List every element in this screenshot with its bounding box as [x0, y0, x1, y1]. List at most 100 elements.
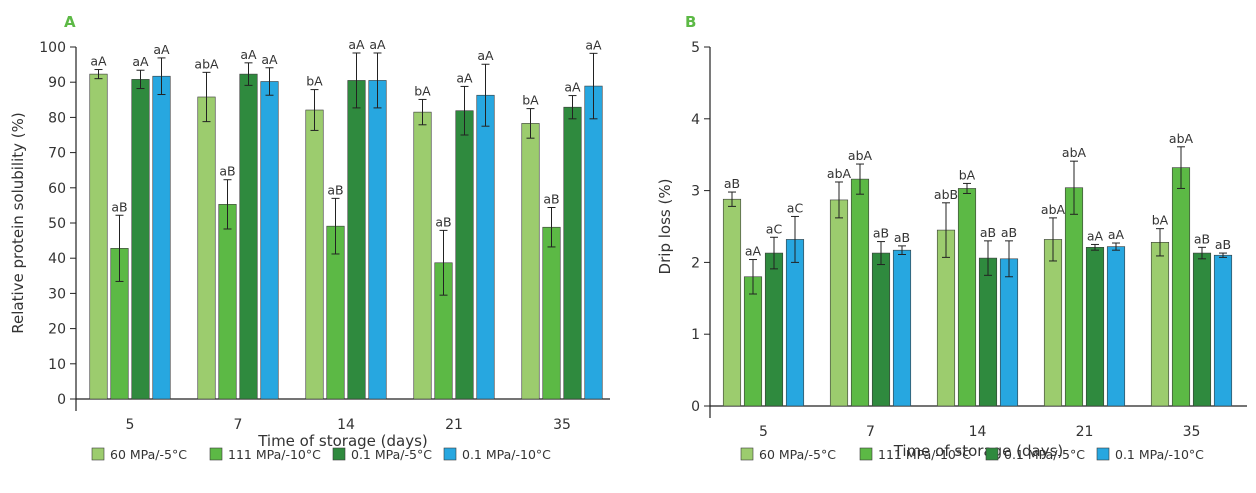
bar — [239, 73, 258, 400]
significance-label: abA — [1041, 202, 1066, 217]
bar — [957, 188, 977, 407]
bar — [542, 226, 561, 400]
y-tick-label: 70 — [48, 146, 66, 162]
bar — [260, 81, 279, 400]
legend-label: 60 MPa/-5°C — [110, 447, 187, 462]
y-tick-label: 100 — [39, 40, 66, 56]
legend-swatch — [209, 447, 223, 461]
bar — [892, 249, 912, 407]
bar — [1106, 246, 1126, 407]
y-tick-label: 50 — [48, 216, 66, 232]
significance-label: aC — [787, 200, 804, 215]
x-tick-label: 7 — [866, 424, 875, 440]
x-tick-label: 5 — [759, 424, 768, 440]
bar — [368, 80, 387, 400]
significance-label: aA — [745, 244, 762, 259]
significance-label: bA — [414, 83, 431, 98]
significance-label: bA — [959, 167, 976, 182]
significance-label: aA — [1108, 227, 1125, 242]
panel-label: A — [64, 13, 76, 31]
significance-label: bA — [306, 74, 323, 89]
bar — [785, 239, 805, 407]
y-tick-label: 90 — [48, 75, 66, 91]
legend-label: 111 MPa/-10°C — [228, 447, 321, 462]
significance-label: aA — [261, 52, 278, 67]
legend-label: 0.1 MPa/-5°C — [351, 447, 432, 462]
y-axis-label: Relative protein solubility (%) — [9, 112, 27, 334]
significance-label: aA — [369, 37, 386, 52]
legend-label: 111 MPa/-10°C — [878, 447, 971, 462]
bar — [563, 106, 582, 400]
significance-label: bA — [522, 93, 539, 108]
bar — [455, 110, 474, 400]
bar — [1064, 187, 1084, 407]
x-tick-label: 14 — [337, 417, 355, 433]
bar — [152, 75, 171, 400]
x-tick-label: 35 — [553, 417, 571, 433]
bar — [1150, 241, 1170, 407]
legend-swatch — [740, 447, 754, 461]
bar — [850, 178, 870, 407]
bar — [305, 109, 324, 400]
bar — [347, 80, 366, 400]
significance-label: aB — [219, 164, 235, 179]
y-tick-label: 10 — [48, 357, 66, 373]
x-axis-label: Time of storage (days) — [257, 432, 428, 450]
bar — [197, 96, 216, 400]
significance-label: abA — [827, 166, 852, 181]
legend-swatch — [1096, 447, 1110, 461]
y-tick-label: 20 — [48, 322, 66, 338]
bar — [1213, 254, 1233, 407]
legend-swatch — [985, 447, 999, 461]
significance-label: aB — [724, 176, 740, 191]
bar — [999, 258, 1019, 407]
bar — [131, 79, 150, 400]
legend: 60 MPa/-5°C 111 MPa/-10°C 0.1 MPa/-5°C 0.1 … — [91, 447, 551, 462]
bar — [871, 252, 891, 407]
significance-label: abA — [194, 56, 219, 71]
bar — [978, 257, 998, 407]
significance-label: abA — [848, 148, 873, 163]
significance-label: aB — [1194, 231, 1210, 246]
x-tick-label: 7 — [234, 417, 243, 433]
significance-label: aA — [564, 80, 581, 95]
significance-label: aB — [1001, 225, 1017, 240]
significance-label: aA — [90, 54, 107, 69]
bar — [1085, 247, 1105, 407]
significance-label: aB — [894, 230, 910, 245]
x-tick-label: 21 — [1076, 424, 1094, 440]
significance-label: aB — [980, 225, 996, 240]
significance-label: aA — [1087, 228, 1104, 243]
bar — [218, 204, 237, 400]
legend: 60 MPa/-5°C 111 MPa/-10°C 0.1 MPa/-5°C 0.1 … — [740, 447, 1204, 462]
x-tick-label: 14 — [969, 424, 987, 440]
significance-label: aA — [585, 37, 602, 52]
bar — [829, 199, 849, 407]
bar — [764, 252, 784, 407]
y-axis-label: Drip loss (%) — [656, 179, 674, 275]
y-tick-label: 0 — [691, 399, 700, 415]
y-tick-label: 80 — [48, 110, 66, 126]
bar — [521, 123, 540, 400]
bar — [89, 73, 108, 400]
bar — [476, 94, 495, 400]
significance-label: abA — [1169, 131, 1194, 146]
y-tick-label: 5 — [691, 40, 700, 56]
significance-label: bA — [1152, 213, 1169, 228]
y-tick-label: 2 — [691, 255, 700, 271]
bar — [722, 198, 742, 407]
legend-label: 0.1 MPa/-5°C — [1004, 447, 1085, 462]
significance-label: aB — [1215, 237, 1231, 252]
significance-label: aA — [477, 48, 494, 63]
legend-swatch — [859, 447, 873, 461]
significance-label: aC — [766, 221, 783, 236]
significance-label: aB — [111, 199, 127, 214]
y-tick-label: 0 — [57, 392, 66, 408]
x-axis-label: Time of storage (days) — [893, 442, 1064, 460]
x-tick-label: 21 — [445, 417, 463, 433]
y-tick-label: 1 — [691, 327, 700, 343]
y-tick-label: 3 — [691, 184, 700, 200]
significance-label: abA — [1062, 145, 1087, 160]
y-tick-label: 60 — [48, 181, 66, 197]
x-tick-label: 35 — [1183, 424, 1201, 440]
